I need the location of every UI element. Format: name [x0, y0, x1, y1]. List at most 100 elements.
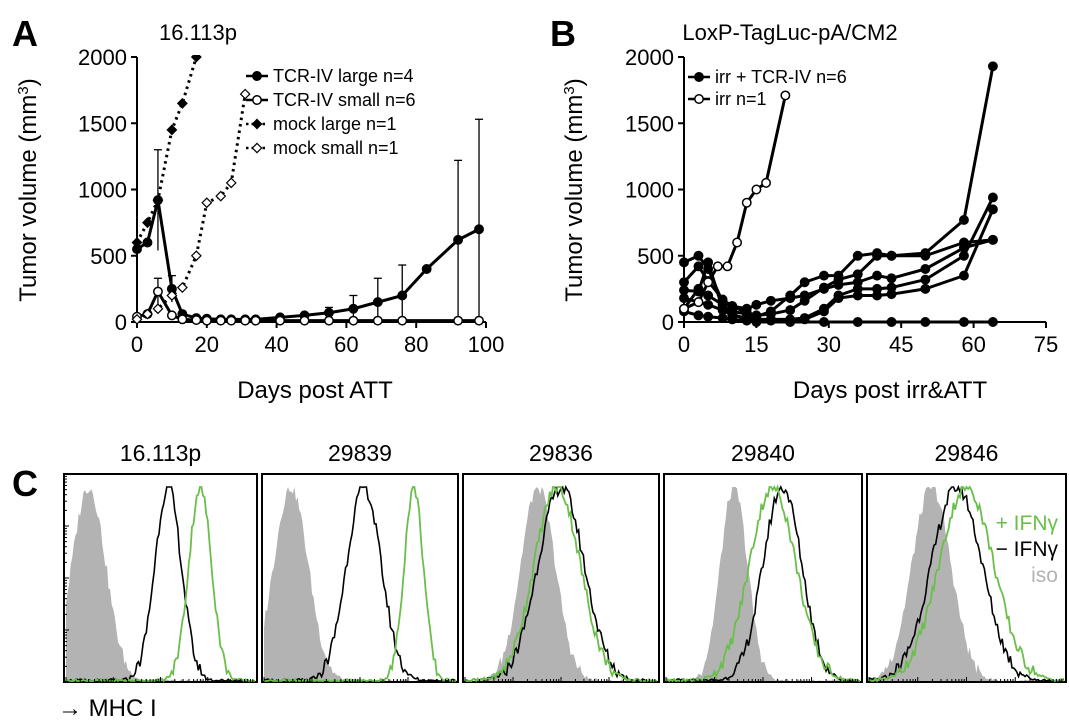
panel-b-ylabel: Tumor volume (mm3) — [561, 78, 589, 301]
legend-marker — [252, 71, 262, 81]
panel-c-xlabel: → MHC I — [58, 695, 157, 722]
series-line — [683, 95, 787, 311]
data-point — [693, 297, 704, 308]
data-point — [372, 297, 383, 308]
histogram-legend-label: + IFNγ — [996, 512, 1059, 535]
data-point — [819, 317, 829, 327]
data-point — [703, 257, 714, 268]
legend-marker — [694, 94, 704, 104]
series-group — [131, 55, 484, 326]
x-tick-label: 60 — [961, 332, 985, 357]
data-point — [727, 301, 738, 312]
legend-label: TCR-IV large n=4 — [273, 66, 414, 86]
panel-b: B LoxP-TagLuc-pA/CM2 0 15 30 45 60 75 0 500 1000… — [550, 13, 1058, 404]
data-point — [453, 315, 464, 326]
histogram-title: 29836 — [529, 440, 593, 466]
data-point — [397, 290, 408, 301]
y-tick-label: 1500 — [625, 111, 674, 136]
data-point — [717, 294, 728, 305]
plus-ifn-histogram — [868, 485, 1065, 683]
iso-histogram — [666, 487, 860, 681]
data-point — [166, 290, 178, 301]
data-point — [177, 314, 188, 325]
data-point — [239, 88, 251, 100]
panel-a-title: 16.113p — [159, 20, 237, 45]
data-point — [324, 315, 334, 326]
data-point — [250, 315, 261, 326]
series-line — [136, 198, 480, 321]
data-point — [703, 290, 714, 301]
data-point — [201, 197, 213, 209]
data-point — [679, 303, 689, 314]
minus-ifn-histogram — [868, 484, 1065, 682]
data-point — [453, 234, 464, 245]
data-point — [679, 277, 689, 288]
y-tick-label: 1500 — [78, 111, 127, 136]
series-line — [135, 56, 198, 244]
legend-label: irr n=1 — [715, 89, 767, 109]
data-point — [785, 305, 796, 316]
data-point — [348, 315, 359, 326]
x-tick-label: 45 — [889, 332, 913, 357]
y-tick-label: 500 — [637, 244, 674, 269]
data-point — [751, 310, 762, 321]
x-tick-label: 80 — [404, 332, 428, 357]
data-point — [920, 283, 931, 294]
data-point — [190, 55, 202, 63]
data-point — [872, 250, 883, 261]
legend-label: irr + TCR-IV n=6 — [715, 67, 847, 87]
data-point — [299, 315, 310, 326]
data-point — [852, 269, 863, 280]
data-point — [920, 317, 931, 327]
histogram-title: 29846 — [935, 440, 999, 466]
data-point — [741, 307, 752, 318]
data-point — [833, 274, 844, 285]
data-point — [765, 295, 776, 306]
data-point — [987, 234, 998, 245]
data-point — [741, 197, 752, 208]
histogram-title: 16.113p — [120, 440, 201, 466]
legend-marker — [694, 72, 704, 82]
data-point — [142, 217, 153, 229]
data-point — [717, 313, 728, 323]
data-point — [920, 250, 931, 261]
histogram-legend-label: iso — [1031, 564, 1058, 587]
y-tick-label: 2000 — [78, 45, 127, 70]
data-point — [693, 283, 704, 294]
data-point — [324, 307, 334, 318]
data-point — [886, 250, 897, 261]
data-point — [987, 317, 998, 327]
data-point — [176, 97, 188, 109]
data-point — [987, 204, 998, 215]
data-point — [799, 277, 810, 288]
data-point — [987, 61, 998, 72]
panel-c: C 16.113p 29839 29836 29840 29846 + IFNγ − IFN… — [12, 440, 1067, 722]
data-point — [765, 309, 776, 319]
panel-label-a: A — [12, 13, 38, 54]
data-point — [780, 90, 791, 101]
data-point — [751, 299, 762, 310]
data-point — [958, 317, 969, 327]
data-point — [166, 124, 178, 136]
y-tick-label: 2000 — [625, 45, 674, 70]
data-point — [474, 315, 484, 326]
data-point — [421, 264, 432, 274]
x-tick-label: 15 — [744, 332, 768, 357]
data-point — [785, 290, 796, 301]
data-point — [886, 289, 897, 300]
data-point — [275, 315, 286, 326]
data-point — [152, 194, 164, 206]
data-point — [958, 215, 969, 225]
x-tick-label: 30 — [817, 332, 841, 357]
legend-marker — [251, 142, 263, 154]
data-point — [225, 177, 237, 189]
data-point — [819, 306, 829, 317]
iso-histogram — [869, 487, 1064, 681]
histogram-title: 29839 — [328, 440, 392, 466]
data-point — [191, 315, 202, 325]
x-tick-label: 0 — [678, 332, 690, 357]
histogram-frame — [663, 473, 863, 683]
data-point — [920, 264, 931, 274]
data-point — [987, 192, 998, 203]
